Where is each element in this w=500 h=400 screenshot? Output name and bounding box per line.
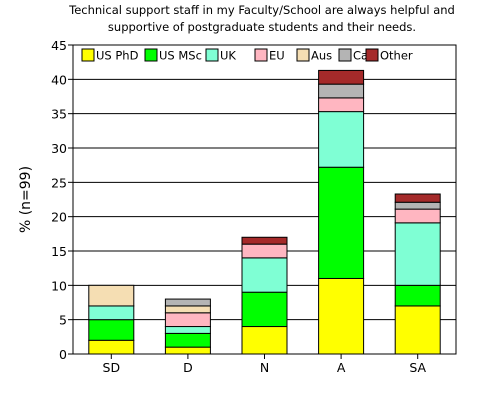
y-tick-label: 45 (51, 38, 67, 53)
legend-swatch (296, 48, 310, 62)
bar-segment (394, 284, 441, 307)
y-tick-label: 15 (51, 244, 67, 259)
legend-item: Ca (338, 48, 368, 63)
x-tick-label: A (337, 360, 346, 375)
bar-segment (88, 339, 135, 355)
legend-swatch (365, 48, 379, 62)
y-ticks: 0 5 10 15 20 25 30 35 40 45 (51, 38, 73, 362)
bar-segment (394, 305, 441, 355)
bar-segment (318, 277, 365, 355)
legend-item: Aus (296, 48, 332, 63)
y-tick-label: 25 (51, 175, 67, 190)
legend-label: EU (269, 49, 285, 63)
bar-segment (318, 83, 365, 99)
legend-swatch (205, 48, 219, 62)
y-tick-label: 30 (51, 141, 67, 156)
bar-segment (318, 111, 365, 168)
bar-segment (394, 208, 441, 224)
bar-segment (164, 346, 211, 355)
bar-segment (88, 305, 135, 321)
chart-title-line-1: Technical support staff in my Faculty/Sc… (68, 3, 455, 17)
bar-segment (164, 298, 211, 307)
bar-segment (88, 319, 135, 341)
bar-segment (241, 257, 288, 293)
y-tick-label: 40 (51, 72, 67, 87)
legend-item: EU (254, 48, 285, 63)
legend-item: US MSc (144, 48, 202, 63)
bar-segment (164, 305, 211, 314)
bar-segment (318, 166, 365, 279)
legend-swatch (254, 48, 268, 62)
legend-label: US MSc (159, 49, 202, 63)
bar-segment (164, 326, 211, 334)
y-tick-label: 5 (59, 313, 67, 328)
legend-item: Other (365, 48, 413, 63)
legend-label: Other (380, 49, 413, 63)
x-tick-label: D (183, 360, 193, 375)
bar-segment (88, 284, 135, 307)
bar-segment (164, 332, 211, 348)
chart-title-line-2: supportive of postgraduate students and … (108, 20, 416, 34)
legend-label: Aus (311, 49, 332, 63)
bar-segment (394, 201, 441, 210)
legend-item: US PhD (81, 48, 139, 63)
bar-segment (394, 222, 441, 286)
legend-label: UK (220, 49, 236, 63)
bars (88, 69, 441, 355)
y-axis-title: % (n=99) (18, 166, 34, 233)
bar-segment (241, 326, 288, 355)
x-tick-label: SD (103, 360, 121, 375)
bar-segment (318, 69, 365, 85)
x-tick-label: SA (409, 360, 426, 375)
bar-segment (241, 236, 288, 245)
legend: US PhD US MSc UK EU Aus Ca Other (81, 48, 413, 63)
legend-item: UK (205, 48, 236, 63)
y-tick-label: 35 (51, 107, 67, 122)
chart-title: Technical support staff in my Faculty/Sc… (68, 3, 455, 34)
y-tick-label: 20 (51, 210, 67, 225)
x-ticks: SD D N A SA (103, 354, 427, 375)
bar-segment (241, 243, 288, 259)
x-tick-label: N (260, 360, 269, 375)
legend-label: US PhD (96, 49, 139, 63)
legend-swatch (338, 48, 352, 62)
legend-swatch (144, 48, 158, 62)
legend-label: Ca (353, 49, 368, 63)
legend-swatch (81, 48, 95, 62)
bar-segment (164, 312, 211, 328)
bar-segment (394, 193, 441, 203)
y-tick-label: 0 (59, 347, 67, 362)
y-tick-label: 10 (51, 278, 67, 293)
bar-segment (241, 291, 288, 328)
bar-segment (318, 97, 365, 113)
